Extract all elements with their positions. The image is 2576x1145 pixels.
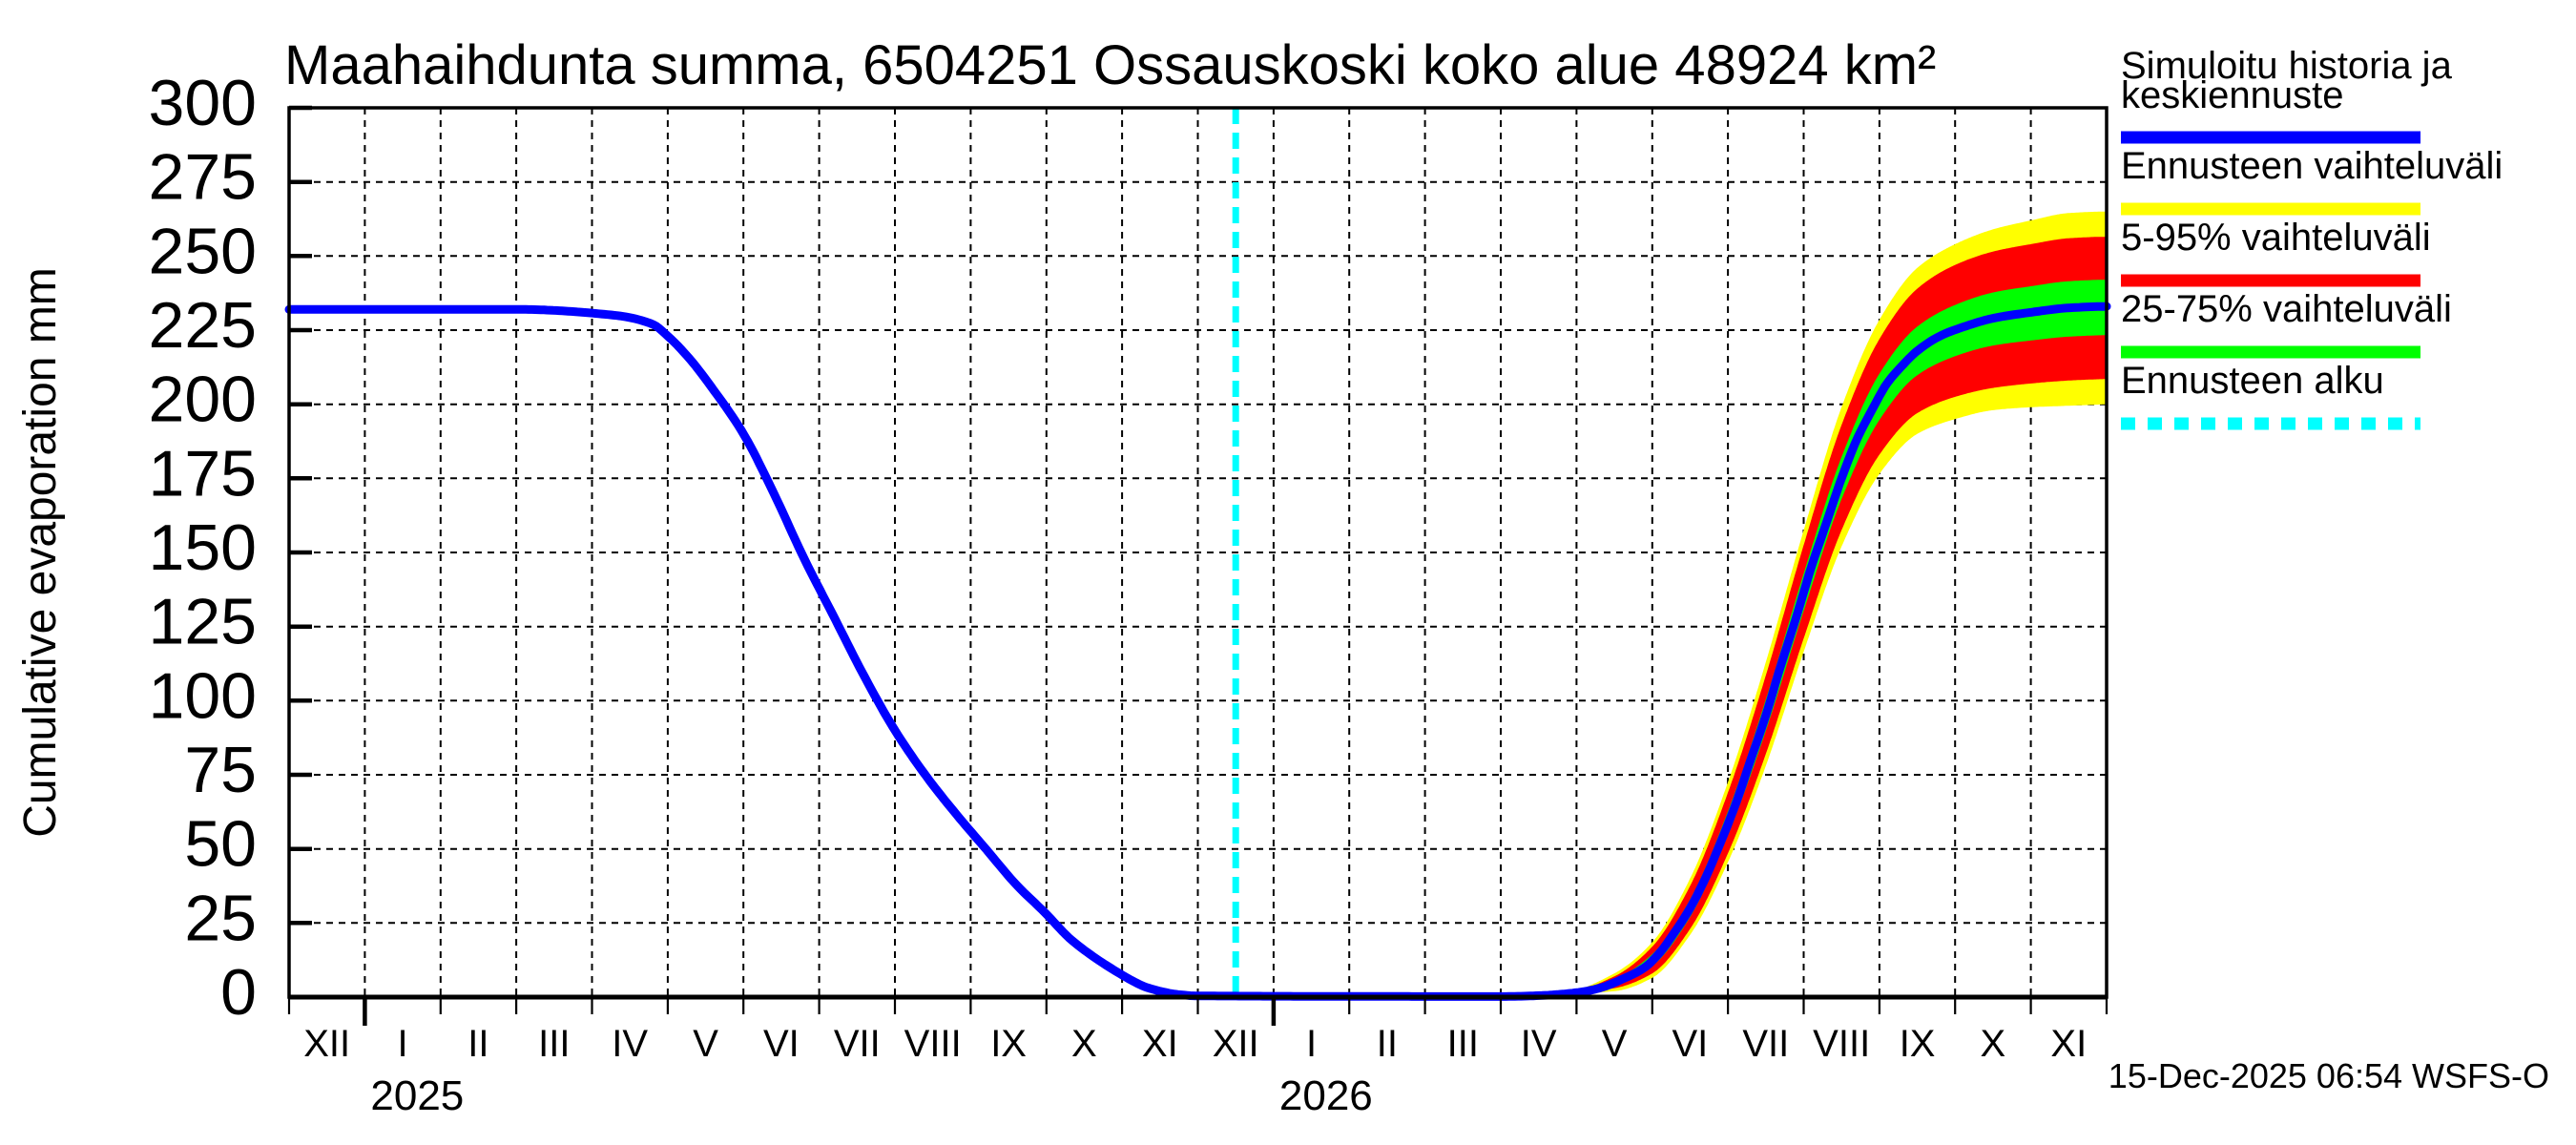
svg-text:275: 275 bbox=[149, 141, 257, 214]
svg-text:IV: IV bbox=[612, 1023, 648, 1065]
svg-text:I: I bbox=[398, 1023, 408, 1065]
svg-text:VI: VI bbox=[1672, 1023, 1709, 1065]
svg-text:5-95% vaihteluväli: 5-95% vaihteluväli bbox=[2121, 217, 2431, 259]
svg-text:II: II bbox=[1377, 1023, 1398, 1065]
svg-text:XII: XII bbox=[1213, 1023, 1259, 1065]
svg-text:150: 150 bbox=[149, 511, 257, 584]
svg-text:0: 0 bbox=[220, 956, 257, 1029]
svg-text:VII: VII bbox=[1742, 1023, 1789, 1065]
svg-text:75: 75 bbox=[184, 734, 257, 806]
svg-text:VIII: VIII bbox=[904, 1023, 962, 1065]
svg-text:X: X bbox=[1071, 1023, 1097, 1065]
svg-text:VI: VI bbox=[763, 1023, 800, 1065]
svg-text:50: 50 bbox=[184, 808, 257, 881]
svg-text:IV: IV bbox=[1521, 1023, 1557, 1065]
svg-text:125: 125 bbox=[149, 586, 257, 658]
svg-text:XI: XI bbox=[1142, 1023, 1178, 1065]
svg-text:V: V bbox=[1602, 1023, 1628, 1065]
svg-text:25: 25 bbox=[184, 882, 257, 954]
svg-text:IX: IX bbox=[990, 1023, 1027, 1065]
svg-text:Ennusteen vaihteluväli: Ennusteen vaihteluväli bbox=[2121, 145, 2503, 187]
svg-text:X: X bbox=[1981, 1023, 2006, 1065]
svg-text:200: 200 bbox=[149, 364, 257, 436]
svg-text:keskiennuste: keskiennuste bbox=[2121, 74, 2343, 116]
svg-text:100: 100 bbox=[149, 659, 257, 732]
svg-text:II: II bbox=[467, 1023, 488, 1065]
svg-text:25-75% vaihteluväli: 25-75% vaihteluväli bbox=[2121, 288, 2452, 330]
svg-text:III: III bbox=[538, 1023, 570, 1065]
svg-text:175: 175 bbox=[149, 437, 257, 510]
svg-text:XI: XI bbox=[2050, 1023, 2087, 1065]
svg-text:2025: 2025 bbox=[370, 1072, 464, 1119]
svg-text:2026: 2026 bbox=[1279, 1072, 1373, 1119]
svg-text:225: 225 bbox=[149, 289, 257, 362]
svg-text:Cumulative evaporation mm: Cumulative evaporation mm bbox=[15, 267, 66, 838]
svg-text:IX: IX bbox=[1900, 1023, 1936, 1065]
svg-text:XII: XII bbox=[303, 1023, 350, 1065]
svg-text:15-Dec-2025 06:54 WSFS-O: 15-Dec-2025 06:54 WSFS-O bbox=[2109, 1056, 2549, 1095]
svg-text:III: III bbox=[1447, 1023, 1479, 1065]
svg-text:250: 250 bbox=[149, 215, 257, 287]
svg-text:Ennusteen alku: Ennusteen alku bbox=[2121, 360, 2384, 402]
svg-text:VII: VII bbox=[834, 1023, 881, 1065]
svg-text:V: V bbox=[693, 1023, 718, 1065]
svg-text:I: I bbox=[1306, 1023, 1317, 1065]
svg-text:Maahaihdunta summa, 6504251 Os: Maahaihdunta summa, 6504251 Ossauskoski … bbox=[284, 34, 1936, 96]
svg-text:VIII: VIII bbox=[1813, 1023, 1870, 1065]
svg-text:300: 300 bbox=[149, 67, 257, 139]
